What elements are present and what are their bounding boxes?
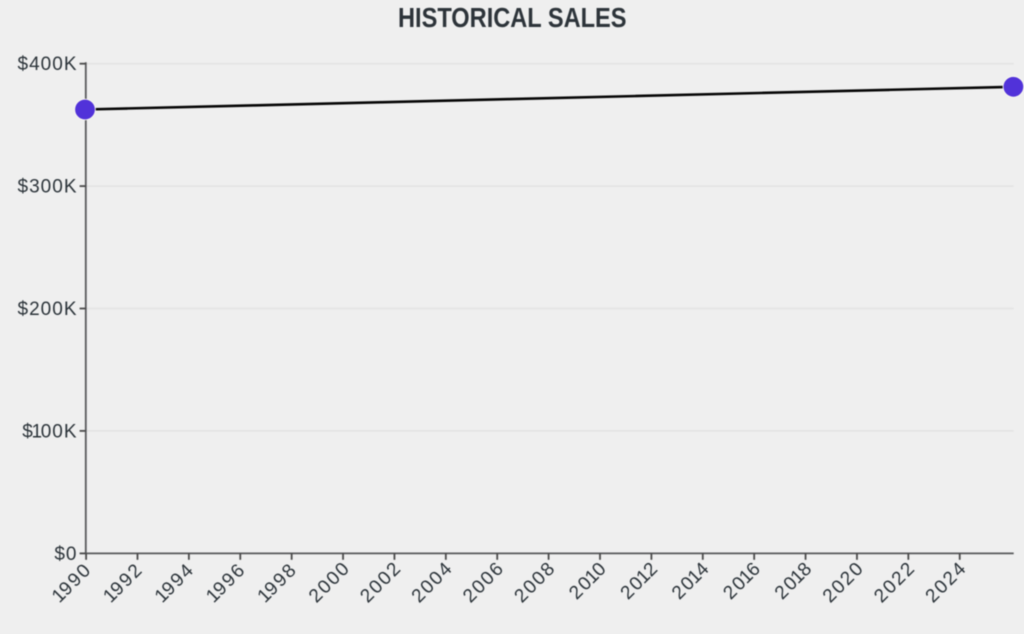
svg-text:$0: $0 (54, 544, 77, 565)
svg-text:HISTORICAL SALES: HISTORICAL SALES (398, 2, 627, 33)
svg-text:$400K: $400K (18, 54, 78, 75)
svg-text:$200K: $200K (18, 299, 78, 320)
svg-text:$300K: $300K (18, 177, 78, 198)
svg-text:$100K: $100K (22, 421, 77, 442)
